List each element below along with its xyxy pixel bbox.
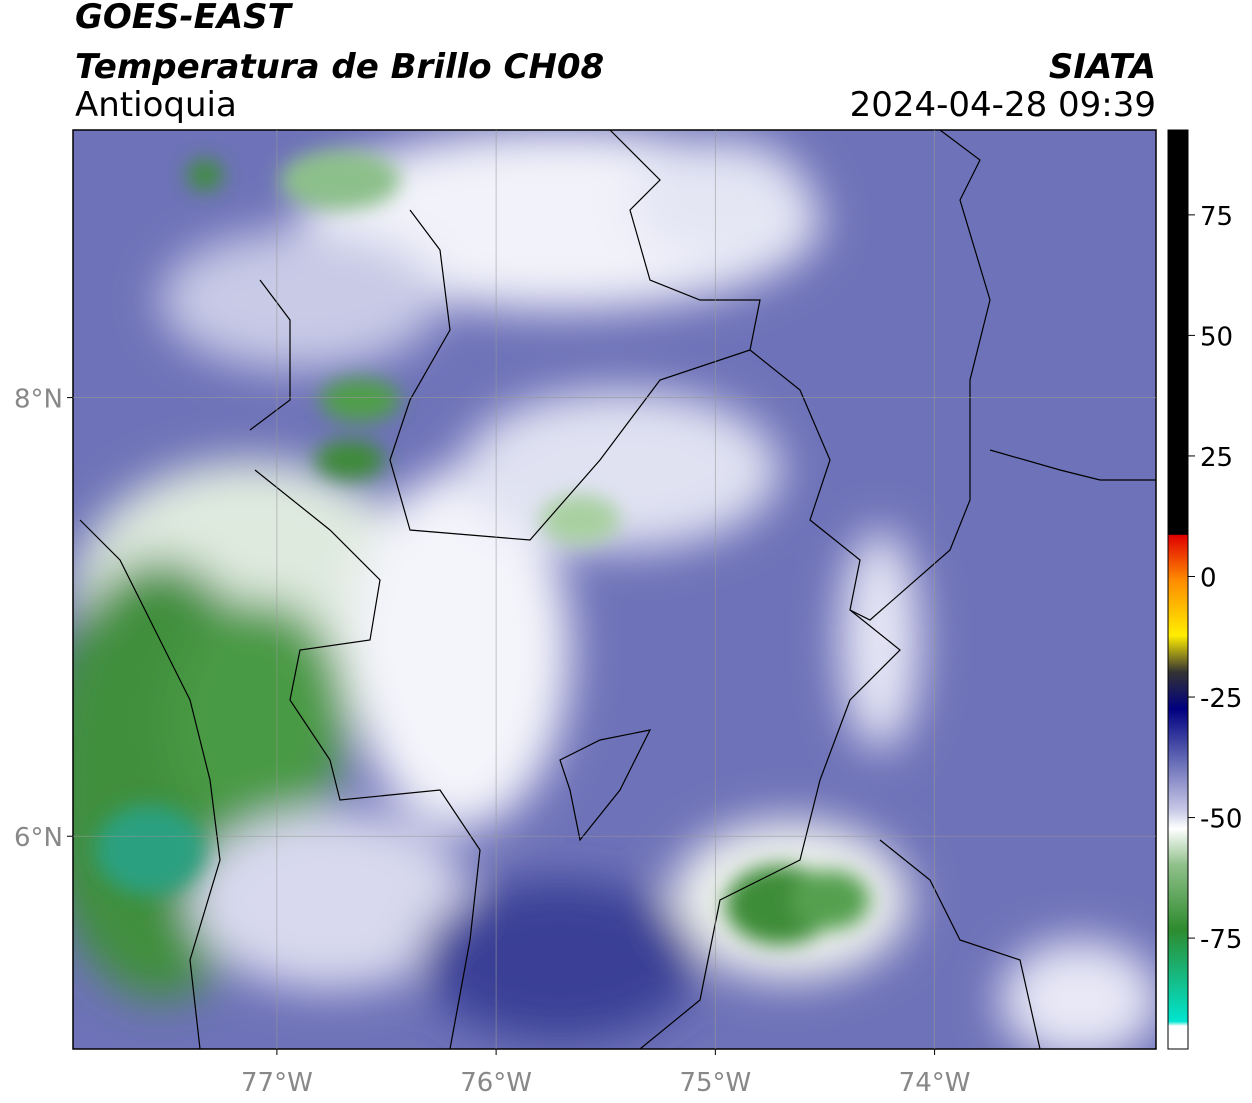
source: SIATA xyxy=(1049,47,1156,87)
x-tick-label: 75°W xyxy=(679,1068,751,1098)
subtitle: Temperatura de Brillo CH08 xyxy=(75,47,604,87)
colorbar-tick-label: -75 xyxy=(1200,925,1242,955)
title: GOES-EAST xyxy=(75,0,294,37)
colorbar-tick-label: -50 xyxy=(1200,805,1242,835)
timestamp: 2024-04-28 09:39 xyxy=(850,85,1156,125)
colorbar-tick-label: 50 xyxy=(1200,322,1233,352)
colorbar-tick-label: -25 xyxy=(1200,684,1242,714)
y-tick-label: 8°N xyxy=(14,385,63,415)
x-tick-label: 74°W xyxy=(899,1068,971,1098)
map-imagery xyxy=(73,130,1156,1049)
colorbar-tick-label: 0 xyxy=(1200,563,1217,593)
map-frame xyxy=(72,129,1157,1050)
x-tick-label: 77°W xyxy=(241,1068,313,1098)
colorbar-tick-label: 25 xyxy=(1200,443,1233,473)
colorbar xyxy=(1167,129,1189,1050)
x-tick-label: 76°W xyxy=(460,1068,532,1098)
region: Antioquia xyxy=(75,85,237,125)
colorbar-tick-label: 75 xyxy=(1200,202,1233,232)
y-tick-label: 6°N xyxy=(14,823,63,853)
